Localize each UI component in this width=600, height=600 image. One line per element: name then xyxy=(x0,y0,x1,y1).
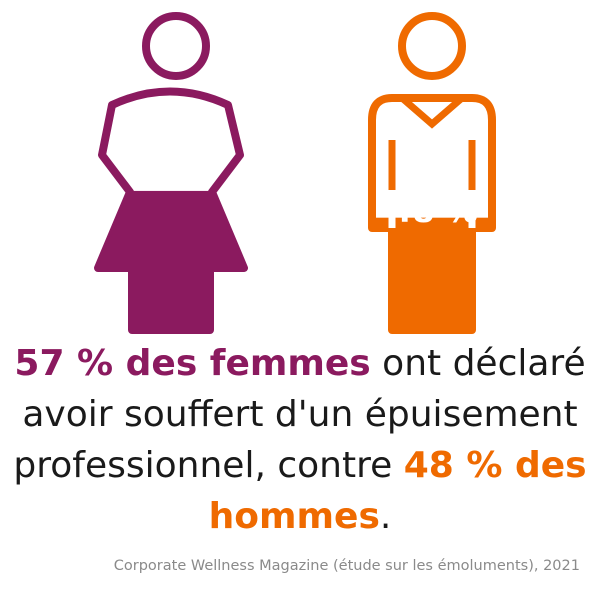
man-figure-icon: 48 % xyxy=(368,12,496,334)
chart-figures: 57 % 48 % xyxy=(94,12,496,334)
woman-figure-icon: 57 % xyxy=(94,12,248,334)
woman-percent-label: 57 % xyxy=(130,138,218,176)
woman-head xyxy=(142,12,210,80)
caption-middle: ont déclaré avoir souffert d'un épuiseme… xyxy=(13,343,586,486)
caption: 57 % des femmes ont déclaré avoir souffe… xyxy=(0,338,600,542)
caption-men-highlight: 48 % des hommes xyxy=(208,445,587,537)
man-head xyxy=(398,12,466,80)
man-collar xyxy=(399,95,465,129)
man-percent-label: 48 % xyxy=(390,192,478,230)
woman-fill-bar xyxy=(98,190,244,330)
caption-end: . xyxy=(379,496,392,537)
source-note: Corporate Wellness Magazine (étude sur l… xyxy=(113,558,580,574)
caption-women-highlight: 57 % des femmes xyxy=(14,343,371,384)
man-fill-bar xyxy=(372,217,492,330)
